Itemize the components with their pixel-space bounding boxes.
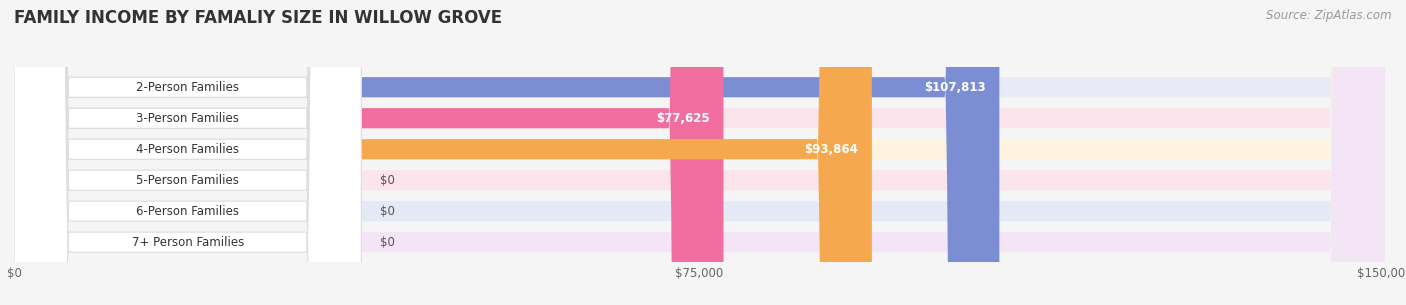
FancyBboxPatch shape bbox=[14, 0, 361, 305]
FancyBboxPatch shape bbox=[14, 0, 1385, 305]
Text: $107,813: $107,813 bbox=[924, 81, 986, 94]
Text: 6-Person Families: 6-Person Families bbox=[136, 205, 239, 218]
FancyBboxPatch shape bbox=[14, 0, 361, 305]
Text: 2-Person Families: 2-Person Families bbox=[136, 81, 239, 94]
Text: 4-Person Families: 4-Person Families bbox=[136, 143, 239, 156]
FancyBboxPatch shape bbox=[14, 0, 1385, 305]
Text: $0: $0 bbox=[380, 174, 395, 187]
FancyBboxPatch shape bbox=[14, 0, 1385, 305]
FancyBboxPatch shape bbox=[14, 0, 361, 305]
Text: FAMILY INCOME BY FAMALIY SIZE IN WILLOW GROVE: FAMILY INCOME BY FAMALIY SIZE IN WILLOW … bbox=[14, 9, 502, 27]
FancyBboxPatch shape bbox=[14, 0, 724, 305]
Text: Source: ZipAtlas.com: Source: ZipAtlas.com bbox=[1267, 9, 1392, 22]
Text: $93,864: $93,864 bbox=[804, 143, 858, 156]
FancyBboxPatch shape bbox=[14, 0, 361, 305]
FancyBboxPatch shape bbox=[14, 0, 1385, 305]
Text: $77,625: $77,625 bbox=[657, 112, 710, 125]
FancyBboxPatch shape bbox=[14, 0, 1385, 305]
Text: $0: $0 bbox=[380, 236, 395, 249]
Text: $0: $0 bbox=[380, 205, 395, 218]
FancyBboxPatch shape bbox=[14, 0, 872, 305]
Text: 3-Person Families: 3-Person Families bbox=[136, 112, 239, 125]
FancyBboxPatch shape bbox=[14, 0, 1385, 305]
Text: 5-Person Families: 5-Person Families bbox=[136, 174, 239, 187]
Text: 7+ Person Families: 7+ Person Families bbox=[132, 236, 243, 249]
FancyBboxPatch shape bbox=[14, 0, 1000, 305]
FancyBboxPatch shape bbox=[14, 0, 361, 305]
FancyBboxPatch shape bbox=[14, 0, 361, 305]
